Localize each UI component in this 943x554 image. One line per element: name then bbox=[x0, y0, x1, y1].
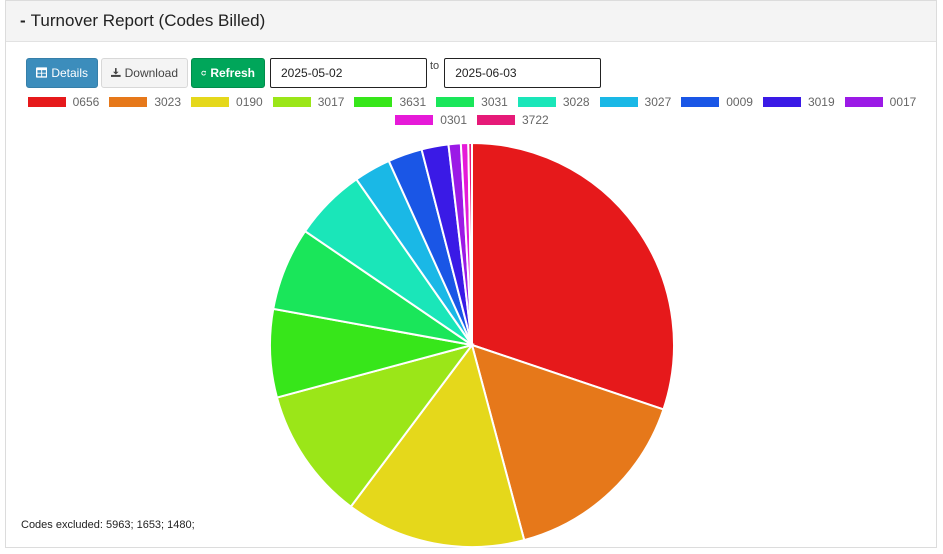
legend-item-0656[interactable]: 0656 bbox=[27, 95, 100, 109]
legend-item-0017[interactable]: 0017 bbox=[844, 95, 917, 109]
legend-label: 0017 bbox=[889, 95, 917, 109]
refresh-button[interactable]: Refresh bbox=[191, 57, 265, 88]
legend-label: 3019 bbox=[807, 95, 835, 109]
refresh-label: Refresh bbox=[210, 65, 255, 80]
details-label: Details bbox=[51, 65, 88, 80]
toolbar: Details Download Refresh to bbox=[26, 57, 602, 88]
legend-item-3023[interactable]: 3023 bbox=[109, 95, 182, 109]
legend-item-0301[interactable]: 0301 bbox=[395, 113, 467, 127]
legend-swatch bbox=[395, 115, 434, 125]
download-label: Download bbox=[124, 65, 178, 80]
legend-item-3031[interactable]: 3031 bbox=[436, 95, 508, 109]
legend-label: 3017 bbox=[317, 95, 345, 109]
details-button[interactable]: Details bbox=[26, 57, 98, 88]
legend-label: 3031 bbox=[481, 95, 508, 109]
legend-swatch bbox=[109, 97, 148, 107]
legend-label: 3027 bbox=[644, 95, 672, 109]
legend-swatch bbox=[272, 97, 311, 107]
legend-label: 0009 bbox=[726, 95, 753, 109]
legend-swatch bbox=[762, 97, 801, 107]
legend-label: 3722 bbox=[522, 113, 549, 127]
date-from-input[interactable] bbox=[270, 57, 427, 88]
panel-title: Turnover Report (Codes Billed) bbox=[30, 11, 266, 30]
collapse-toggle[interactable]: - bbox=[20, 11, 26, 30]
date-separator: to bbox=[430, 60, 440, 72]
legend-label: 0190 bbox=[236, 95, 263, 109]
download-icon bbox=[111, 68, 121, 77]
legend-label: 0301 bbox=[440, 113, 467, 127]
legend-swatch bbox=[191, 97, 230, 107]
codes-excluded-note: Codes excluded: 5963; 1653; 1480; bbox=[21, 519, 195, 531]
legend-item-0009[interactable]: 0009 bbox=[681, 95, 753, 109]
legend-item-3028[interactable]: 3028 bbox=[517, 95, 590, 109]
legend-item-0190[interactable]: 0190 bbox=[191, 95, 263, 109]
legend-label: 3028 bbox=[562, 95, 590, 109]
legend-swatch bbox=[436, 97, 475, 107]
legend-swatch bbox=[477, 115, 515, 125]
legend-swatch bbox=[517, 97, 556, 107]
refresh-icon bbox=[201, 70, 207, 75]
date-to-input[interactable] bbox=[444, 57, 602, 88]
legend-item-3027[interactable]: 3027 bbox=[599, 95, 672, 109]
table-icon bbox=[36, 67, 48, 78]
legend-swatch bbox=[681, 97, 720, 107]
pie-slice-3722[interactable] bbox=[467, 141, 473, 346]
legend-item-3019[interactable]: 3019 bbox=[762, 95, 835, 109]
pie-slice-0190[interactable] bbox=[349, 342, 526, 548]
legend-item-3017[interactable]: 3017 bbox=[272, 95, 345, 109]
legend-swatch bbox=[27, 97, 66, 107]
legend-label: 3023 bbox=[154, 95, 182, 109]
legend-label: 3631 bbox=[399, 95, 427, 109]
pie-slice-0656[interactable] bbox=[471, 141, 675, 411]
download-button[interactable]: Download bbox=[101, 57, 188, 88]
legend-swatch bbox=[844, 97, 883, 107]
pie-chart bbox=[269, 141, 675, 548]
pie-chart-area bbox=[6, 136, 938, 549]
legend-label: 0656 bbox=[72, 95, 100, 109]
legend-swatch bbox=[354, 97, 393, 107]
chart-legend: 0656 3023 0190 3017 3631 3031 3028 3027 0009 3019… bbox=[6, 95, 938, 127]
legend-item-3722[interactable]: 3722 bbox=[477, 113, 549, 127]
pie-slice-3023[interactable] bbox=[470, 343, 665, 542]
turnover-report-panel: - Turnover Report (Codes Billed) Details… bbox=[5, 0, 937, 548]
legend-swatch bbox=[599, 97, 638, 107]
legend-item-3631[interactable]: 3631 bbox=[354, 95, 427, 109]
panel-header: - Turnover Report (Codes Billed) bbox=[6, 1, 936, 42]
